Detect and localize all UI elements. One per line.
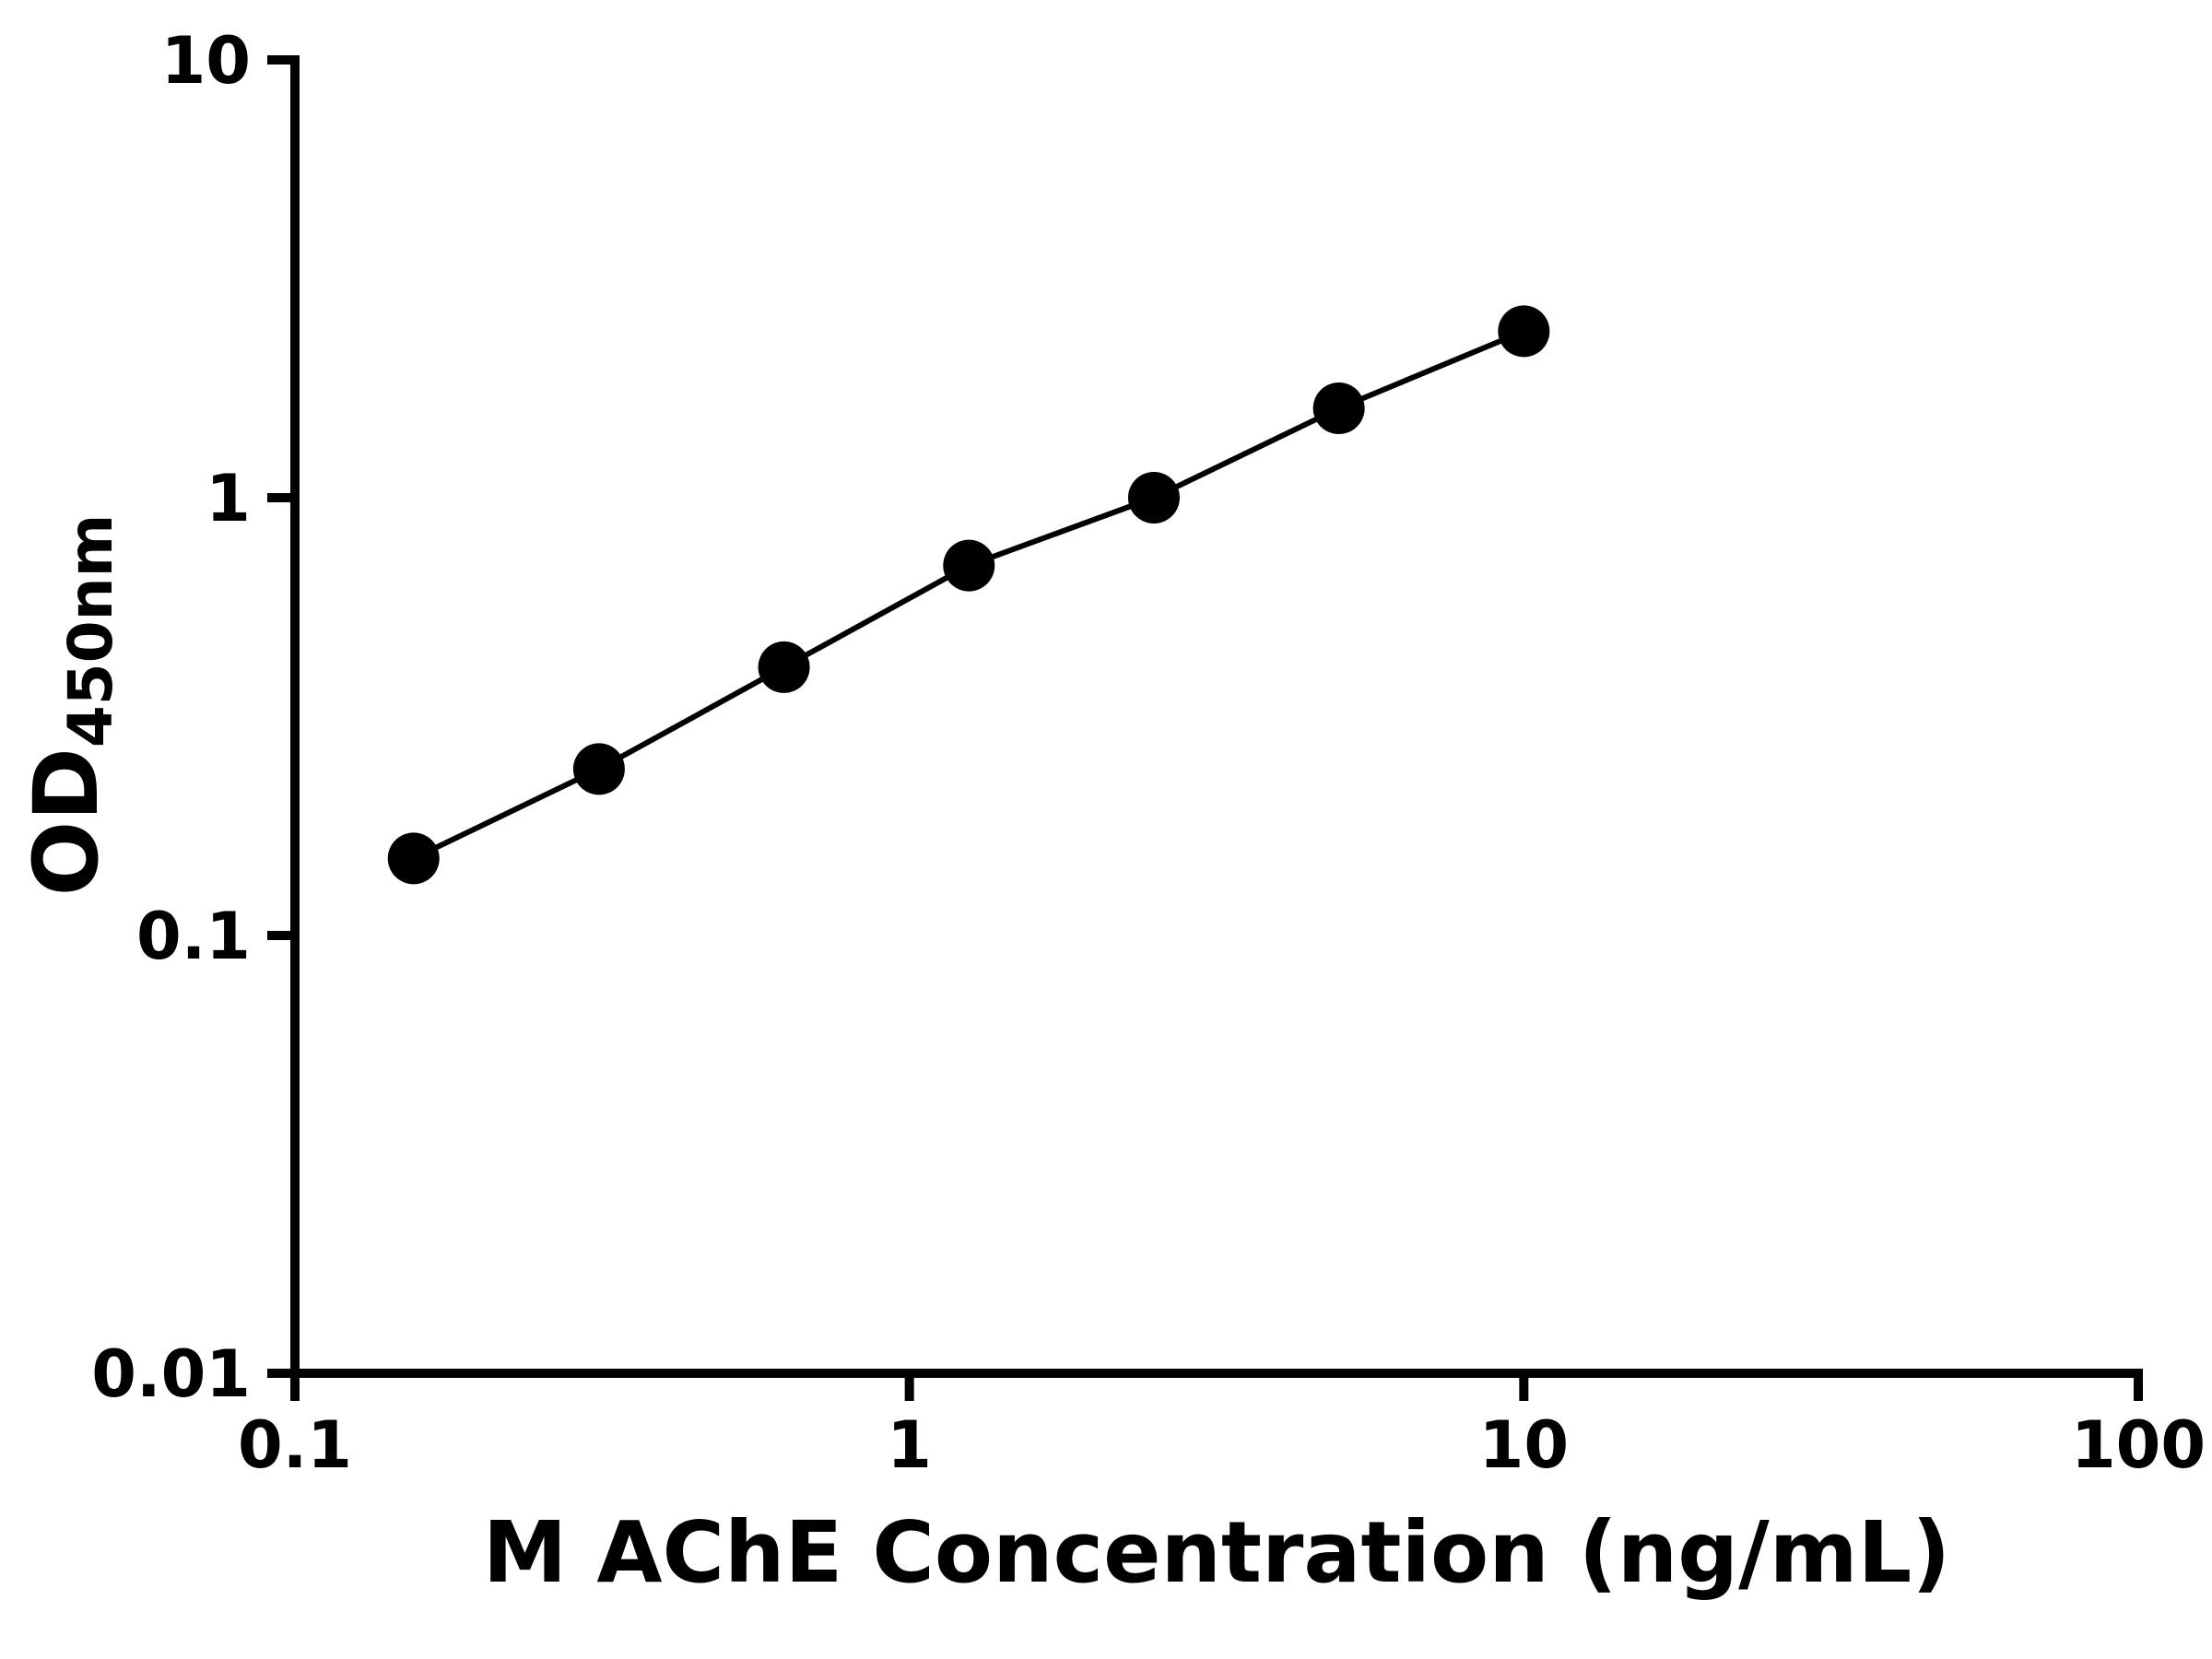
x-tick-label: 100 [2071,1407,2206,1483]
data-point [1312,382,1365,435]
data-point [1127,472,1180,524]
data-point [943,539,995,592]
x-axis-title: M AChE Concentration (ng/mL) [483,1503,1951,1602]
axis-spines [290,55,2143,1378]
data-point [572,743,625,795]
y-tick-label: 1 [206,461,251,536]
y-tick-label: 0.01 [91,1336,251,1412]
y-tick-label: 10 [161,23,251,99]
data-point [758,641,810,693]
y-axis-title: OD450nm [15,514,126,897]
y-axis-title-sub: 450nm [55,514,126,748]
y-axis-title-main: OD [15,747,118,896]
x-tick-label: 1 [887,1407,932,1483]
y-tick-label: 0.1 [136,899,251,974]
x-tick-label: 10 [1479,1407,1569,1483]
data-point [1498,305,1550,358]
data-point [387,832,440,885]
x-tick-label: 0.1 [238,1407,352,1483]
